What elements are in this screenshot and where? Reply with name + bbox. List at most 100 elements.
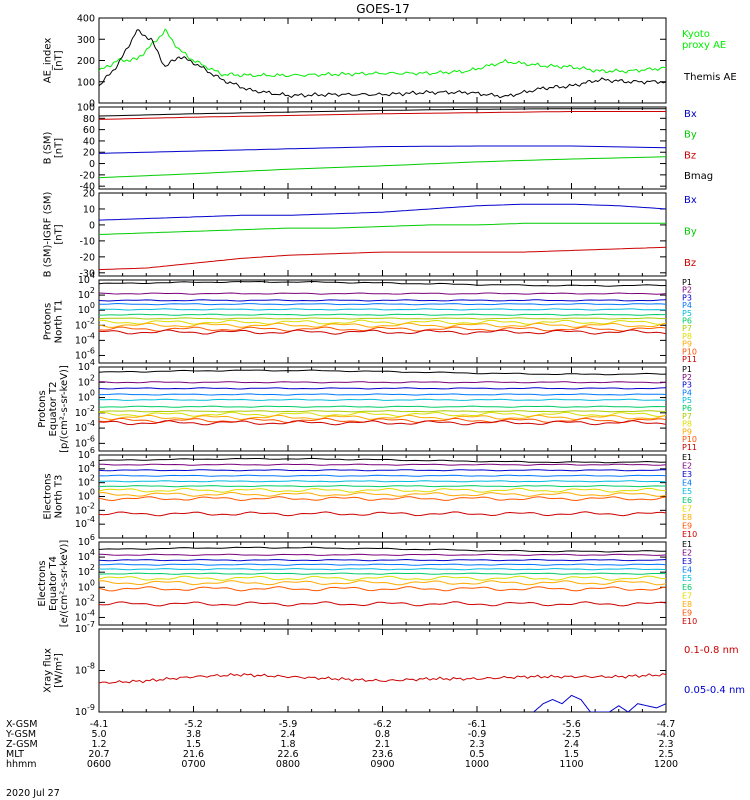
data-area: [99, 280, 666, 335]
y-tick-label: 102: [78, 286, 95, 301]
legend-e5: E5: [682, 487, 692, 496]
panel-frame: [98, 17, 667, 104]
series-line-0-05-0-4-nm: [533, 694, 666, 712]
series-line-e5: [99, 568, 666, 571]
legend-e7: E7: [682, 504, 692, 513]
legend-p2: P2: [682, 286, 692, 295]
y-tick-label: 10-7: [75, 620, 95, 635]
series-line-p4: [99, 393, 666, 396]
orbit-value: 20.7: [88, 749, 109, 760]
y-tick-label: 104: [78, 358, 95, 373]
y-axis-label: North T1: [54, 300, 65, 344]
legend-e8: E8: [682, 513, 692, 522]
series-line-p1: [99, 280, 666, 287]
y-tick-label: 10-2: [75, 316, 95, 331]
series-line-e7: [99, 487, 666, 493]
series-line-p11: [99, 420, 666, 426]
series-line-e1: [99, 457, 666, 464]
y-tick-label: -40: [79, 182, 95, 193]
orbit-value: -0.9: [468, 729, 487, 740]
y-tick-label: 10-4: [75, 608, 95, 623]
series-line-0-1-0-8-nm: [99, 673, 666, 684]
legend-e4: E4: [682, 566, 692, 575]
series-line-bx: [99, 145, 666, 154]
legend-p1: P1: [682, 278, 692, 287]
y-axis-label: [p/(cm²-s-sr-keV)]: [59, 365, 70, 453]
orbit-value: -6.1: [468, 719, 487, 730]
legend-xray-short: 0.05-0.4 nm: [684, 685, 745, 696]
y-tick-label: 106: [78, 446, 95, 461]
series-line-e8: [99, 491, 666, 497]
data-area: [99, 673, 666, 712]
orbit-value: 3.8: [186, 729, 201, 740]
legend-bz: Bz: [684, 258, 696, 269]
legend-p11: P11: [682, 355, 697, 364]
orbit-value: 1200: [654, 759, 678, 770]
y-tick-label: 0: [89, 220, 95, 231]
y-tick-label: 104: [78, 460, 95, 475]
series-line-e6: [99, 572, 666, 575]
series-line-e4: [99, 563, 666, 566]
legend-p5: P5: [682, 309, 692, 318]
legend-p9: P9: [682, 340, 692, 349]
legend-p4: P4: [682, 301, 692, 310]
legend-p3: P3: [682, 293, 692, 302]
panel-frame: [98, 366, 667, 452]
y-tick-label: 40: [83, 136, 95, 147]
y-tick-label: 100: [77, 103, 95, 114]
data-area: [99, 203, 666, 271]
legend-bx: Bx: [684, 195, 697, 206]
legend-p10: P10: [682, 435, 697, 444]
legend-p6: P6: [682, 317, 692, 326]
y-axis-label: Protons: [43, 303, 54, 340]
series-line-e3: [99, 558, 666, 562]
y-tick-label: 20: [83, 148, 95, 159]
legend-e9: E9: [682, 521, 692, 530]
orbit-value: 0900: [370, 759, 394, 770]
legend-e3: E3: [682, 557, 692, 566]
orbit-row-label: Y-GSM: [5, 729, 36, 740]
legend-bmag: Bmag: [684, 171, 713, 182]
orbit-row-label: hhmm: [6, 759, 37, 770]
series-line-p5: [99, 398, 666, 401]
legend-e6: E6: [682, 583, 692, 592]
series-line-p9: [99, 322, 666, 328]
series-line-e1: [99, 546, 666, 553]
legend-e3: E3: [682, 470, 692, 479]
legend-e9: E9: [682, 608, 692, 617]
series-line-by: [99, 156, 666, 179]
orbit-value: 1100: [559, 759, 583, 770]
data-area: [99, 457, 666, 517]
y-axis-label: Protons: [37, 390, 48, 427]
y-tick-label: 104: [78, 548, 95, 563]
orbit-value: 0700: [181, 759, 205, 770]
legend-p8: P8: [682, 332, 692, 341]
legend-p9: P9: [682, 427, 692, 436]
y-tick-label: 10-4: [75, 419, 95, 434]
y-tick-label: 10-8: [75, 662, 95, 677]
orbit-value: 0.8: [375, 729, 390, 740]
legend-kyoto-proxy-ae: proxy AE: [682, 40, 726, 51]
y-tick-label: 102: [78, 563, 95, 578]
data-area: [99, 108, 666, 179]
y-tick-label: 10-6: [75, 434, 95, 449]
y-tick-label: 10: [83, 204, 95, 215]
y-tick-label: 10-9: [75, 703, 95, 718]
y-tick-label: 102: [78, 474, 95, 489]
panel-frame: [98, 192, 667, 277]
y-tick-label: 10-6: [75, 346, 95, 361]
y-axis-label: B (SM): [43, 131, 54, 164]
series-line-p10: [99, 417, 666, 424]
legend-e10: E10: [682, 617, 697, 626]
legend-e1: E1: [682, 540, 692, 549]
legend-p10: P10: [682, 347, 697, 356]
legend-p4: P4: [682, 388, 692, 397]
y-axis-label: [nT]: [54, 224, 65, 244]
orbit-value: 2.4: [280, 729, 295, 740]
orbit-value: -5.6: [562, 719, 581, 730]
orbit-value: 2.3: [658, 739, 673, 750]
series-line-themis-ae: [99, 29, 666, 99]
legend-p7: P7: [682, 324, 692, 333]
